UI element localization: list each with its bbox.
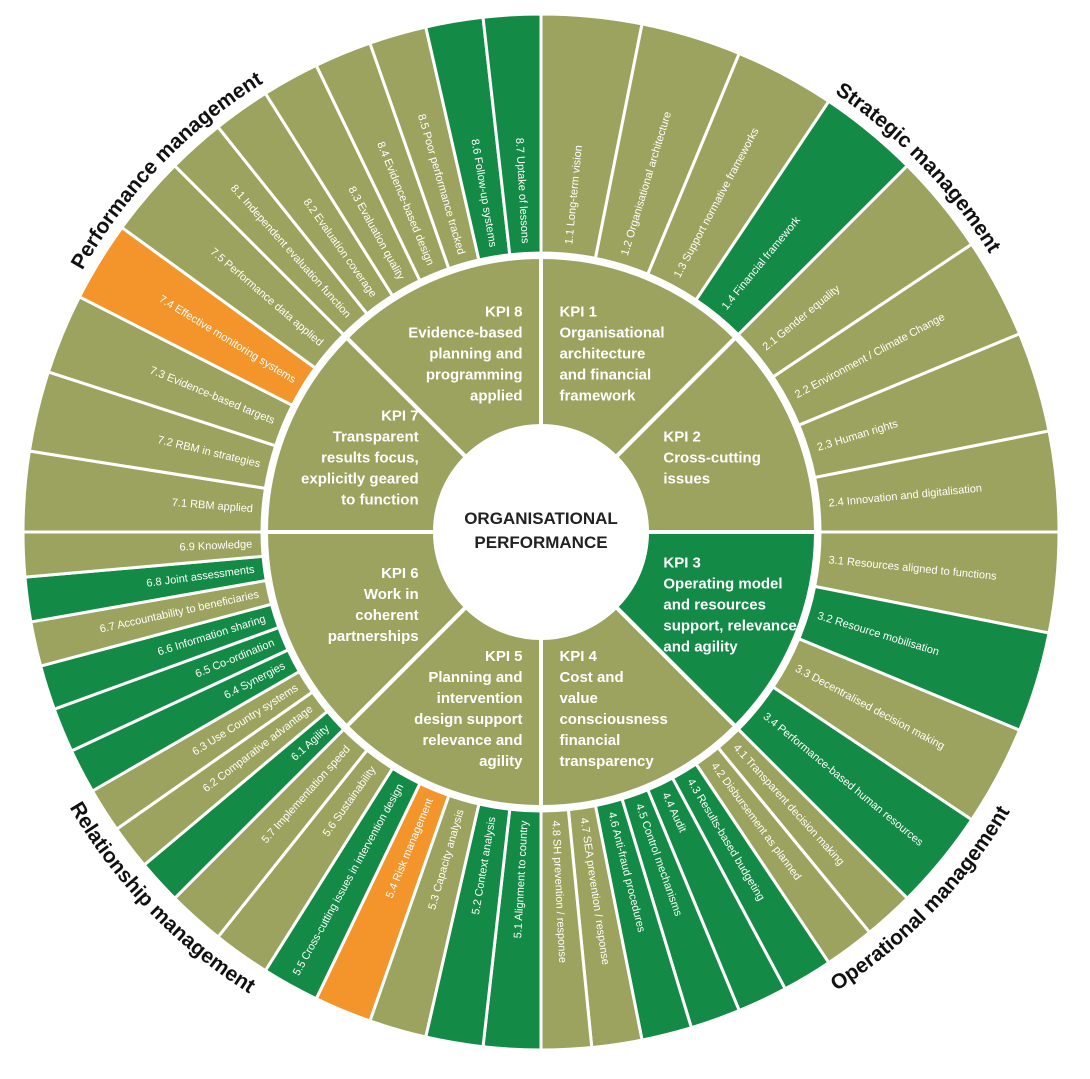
kpi-label: KPI 3 Operating model and resources support…: [663, 554, 796, 655]
kpi-label: KPI 6 Work in coherent partnerships: [328, 565, 419, 645]
kpi-label: KPI 7 Transparent results focus, explicitly…: [301, 407, 419, 508]
center-circle: [469, 460, 613, 604]
indicator-label: 6.9 Knowledge: [179, 539, 252, 554]
kpi-label: KPI 8 Evidence-based planning and programmi…: [408, 304, 522, 405]
indicator-ring: 1.1 Long-term vision 1.2 Organisational a…: [21, 12, 1061, 1052]
center-title: ORGANISATIONAL PERFORMANCE: [464, 509, 618, 552]
center-hub: ORGANISATIONAL PERFORMANCE: [435, 426, 647, 638]
kpi-label: KPI 4 Cost and value consciousness financial…: [559, 648, 667, 770]
kpi-label: KPI 2 Cross-cutting issues: [663, 428, 761, 487]
indicator-segment: [481, 12, 543, 257]
kpi-label: KPI 5 Planning and intervention design supp…: [414, 648, 523, 770]
indicator-label: 8.7 Uptake of lessons: [513, 137, 531, 244]
kpi-ring: KPI 1 Organisational architecture and finan…: [263, 254, 819, 810]
kpi-label: KPI 1 Organisational architecture and finan…: [559, 304, 664, 405]
